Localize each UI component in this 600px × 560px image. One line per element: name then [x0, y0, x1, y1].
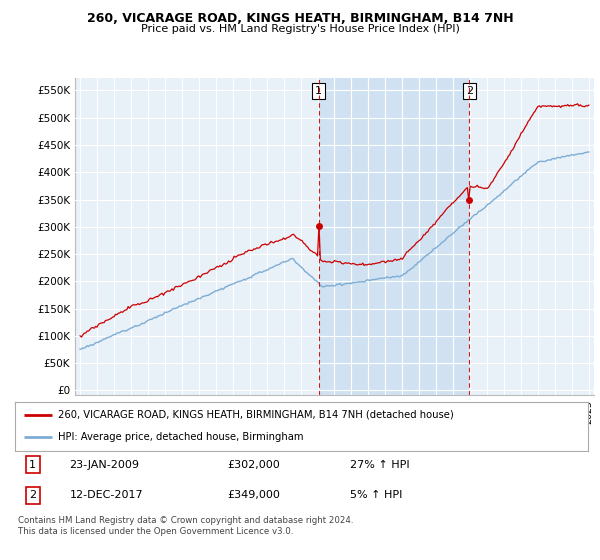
Text: HPI: Average price, detached house, Birmingham: HPI: Average price, detached house, Birm…	[58, 432, 304, 442]
Text: £349,000: £349,000	[227, 491, 280, 501]
Text: Contains HM Land Registry data © Crown copyright and database right 2024.
This d: Contains HM Land Registry data © Crown c…	[18, 516, 353, 536]
Text: £302,000: £302,000	[227, 460, 280, 470]
Bar	[319, 78, 469, 395]
Text: 260, VICARAGE ROAD, KINGS HEATH, BIRMINGHAM, B14 7NH: 260, VICARAGE ROAD, KINGS HEATH, BIRMING…	[86, 12, 514, 25]
Text: 5% ↑ HPI: 5% ↑ HPI	[350, 491, 403, 501]
Text: 2: 2	[466, 86, 473, 96]
Text: 260, VICARAGE ROAD, KINGS HEATH, BIRMINGHAM, B14 7NH (detached house): 260, VICARAGE ROAD, KINGS HEATH, BIRMING…	[58, 410, 454, 420]
Text: Price paid vs. HM Land Registry's House Price Index (HPI): Price paid vs. HM Land Registry's House …	[140, 24, 460, 34]
Text: 27% ↑ HPI: 27% ↑ HPI	[350, 460, 410, 470]
Text: 1: 1	[315, 86, 322, 96]
Text: 2: 2	[29, 491, 37, 501]
Text: 12-DEC-2017: 12-DEC-2017	[70, 491, 143, 501]
Text: 23-JAN-2009: 23-JAN-2009	[70, 460, 139, 470]
Text: 1: 1	[29, 460, 37, 470]
